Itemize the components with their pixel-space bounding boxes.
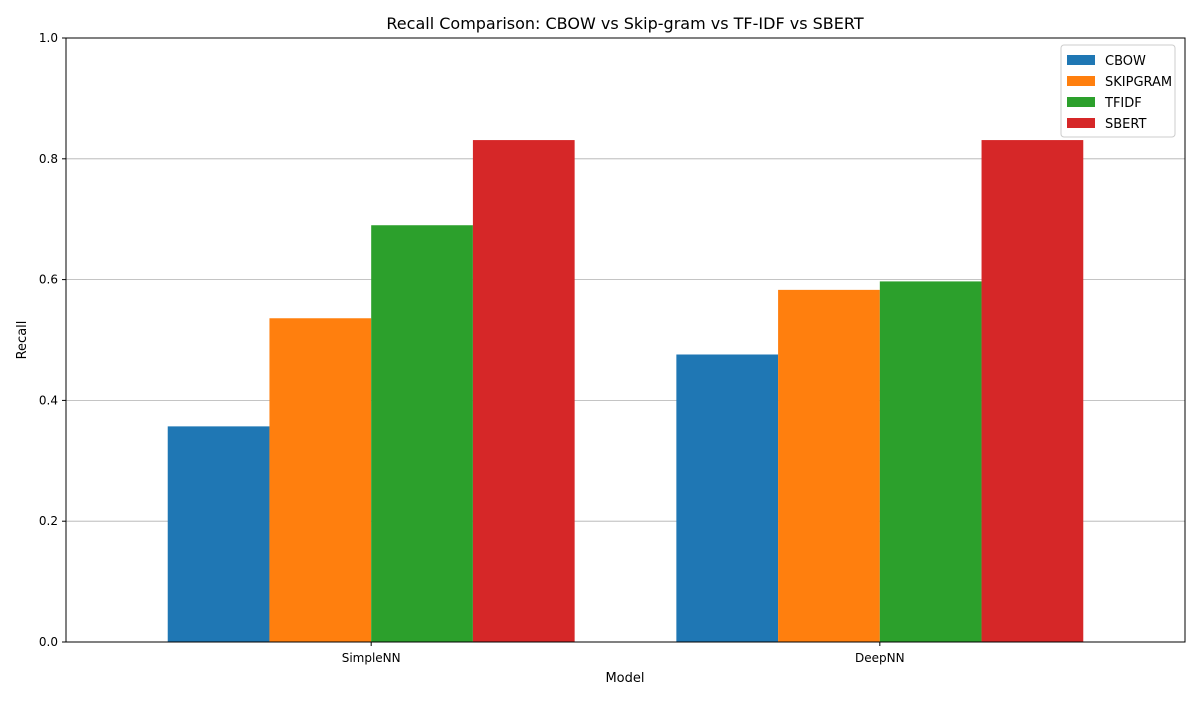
- legend-swatch-sbert: [1067, 118, 1095, 128]
- bar-sbert-simplenn: [472, 140, 575, 643]
- bar-sbert-deepnn: [981, 140, 1084, 643]
- bar-tfidf-simplenn: [371, 225, 473, 643]
- legend-swatch-skipgram: [1067, 76, 1095, 86]
- plot-frame: [65, 37, 1186, 643]
- x-axis: SimpleNN DeepNN: [342, 642, 905, 665]
- x-tick-label: SimpleNN: [342, 651, 401, 665]
- y-axis-label: Recall: [15, 321, 30, 360]
- x-tick-label: DeepNN: [855, 651, 905, 665]
- y-tick-label: 0.4: [39, 393, 58, 407]
- legend-box: [1060, 44, 1176, 138]
- chart-title: Recall Comparison: CBOW vs Skip-gram vs …: [386, 14, 863, 33]
- y-tick-label: 0.8: [39, 152, 58, 166]
- bar-skipgram-simplenn: [269, 318, 372, 642]
- y-tick-label: 1.0: [39, 31, 58, 45]
- legend: CBOW SKIPGRAM TFIDF SBERT: [1060, 44, 1176, 138]
- y-tick-label: 0.6: [39, 273, 58, 287]
- y-tick-label: 0.0: [39, 635, 58, 649]
- x-axis-label: Model: [605, 671, 644, 686]
- y-axis: 0.0 0.2 0.4 0.6 0.8 1.0: [39, 31, 66, 649]
- legend-swatch-cbow: [1067, 55, 1095, 65]
- bars-layer: [167, 140, 1084, 643]
- legend-label-sbert: SBERT: [1105, 117, 1146, 132]
- bar-skipgram-deepnn: [778, 289, 880, 642]
- y-tick-label: 0.2: [39, 514, 58, 528]
- bar-tfidf-deepnn: [879, 281, 982, 642]
- bar-cbow-simplenn: [167, 426, 270, 642]
- legend-label-tfidf: TFIDF: [1104, 96, 1142, 111]
- legend-label-skipgram: SKIPGRAM: [1105, 75, 1172, 90]
- legend-swatch-tfidf: [1067, 97, 1095, 107]
- bar-cbow-deepnn: [676, 354, 779, 642]
- legend-label-cbow: CBOW: [1105, 54, 1146, 69]
